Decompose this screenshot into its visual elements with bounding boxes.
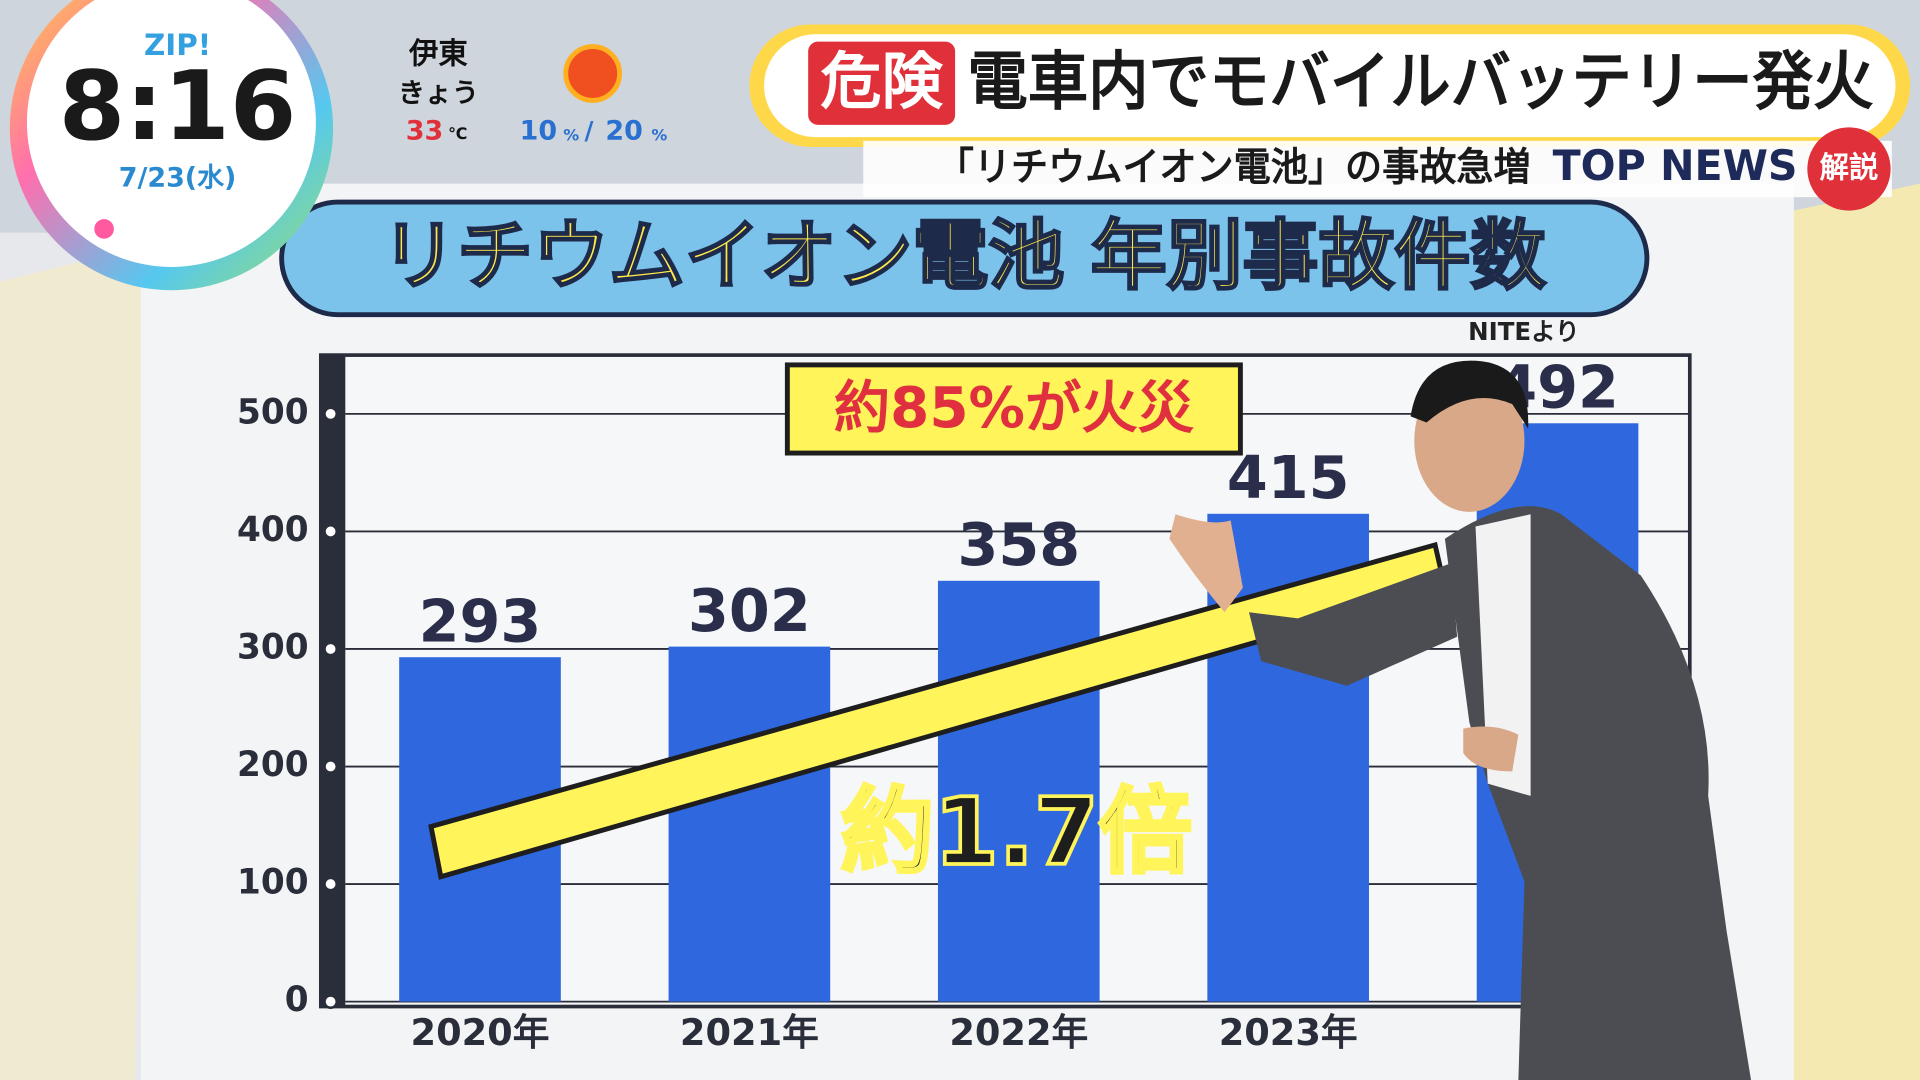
y-tick-label: 200	[237, 745, 309, 785]
value-label: 293	[419, 586, 542, 655]
annotation: 約1.7倍	[841, 778, 1192, 886]
y-tick-mark	[323, 641, 338, 657]
weather-place: 伊東	[408, 37, 468, 71]
y-tick-mark	[323, 759, 338, 774]
y-axis-bar	[320, 355, 346, 1007]
rain-pm-unit: %	[651, 125, 667, 144]
rain-am-unit: %	[563, 125, 579, 144]
weather-temp-unit: ℃	[448, 124, 467, 143]
y-tick-label: 500	[237, 392, 309, 432]
presenter	[1169, 360, 1752, 1080]
headline-subtitle: 「リチウムイオン電池」の事故急増	[937, 146, 1531, 191]
weather-day: きょう	[398, 78, 479, 109]
y-tick-mark	[323, 994, 338, 1009]
value-label: 302	[688, 576, 811, 645]
y-tick-mark	[323, 524, 338, 539]
x-tick-label: 2020年	[411, 1011, 550, 1054]
value-label: 358	[957, 510, 1080, 579]
show-logo: ZIP!	[144, 28, 211, 62]
y-tick-label: 100	[237, 863, 309, 903]
chart-title: リチウムイオン電池 年別事故件数	[381, 212, 1546, 300]
weather-temp: 33	[406, 116, 443, 147]
x-tick-label: 2022年	[949, 1011, 1088, 1054]
headline-tag: 危険	[820, 46, 943, 117]
dot	[94, 219, 114, 239]
y-tick-label: 0	[285, 980, 309, 1020]
y-tick-mark	[323, 406, 338, 422]
rain-sep: /	[585, 116, 594, 145]
x-tick-label: 2021年	[680, 1011, 819, 1054]
x-tick-label: 2023年	[1219, 1011, 1358, 1054]
headline-tag-box	[808, 41, 956, 125]
value-label: 415	[1227, 443, 1350, 512]
y-tick-label: 300	[237, 627, 309, 667]
source-note: NITEより	[1468, 317, 1579, 346]
subtitle-box	[863, 140, 1892, 198]
badge-circle	[1807, 127, 1891, 211]
headline-title: 電車内でモバイルバッテリー発火	[967, 45, 1873, 119]
clock-date: 7/23(水)	[119, 162, 237, 193]
annotation: 約85%が火災	[834, 376, 1195, 441]
badge: 解説	[1820, 150, 1879, 184]
bar	[668, 646, 831, 1002]
rain-pm: 20	[605, 116, 642, 147]
y-tick-mark	[323, 876, 338, 892]
section-label: TOP NEWS	[1553, 141, 1798, 190]
title-box	[279, 199, 1650, 318]
y-tick-label: 400	[237, 510, 309, 550]
sun-icon	[563, 44, 623, 103]
headline-box	[764, 34, 1896, 138]
background-deco	[0, 244, 147, 1080]
annotation-box	[784, 362, 1243, 456]
rain-am: 10	[520, 116, 557, 147]
clock-face	[26, 0, 316, 267]
clock-time: 8:16	[59, 50, 297, 162]
